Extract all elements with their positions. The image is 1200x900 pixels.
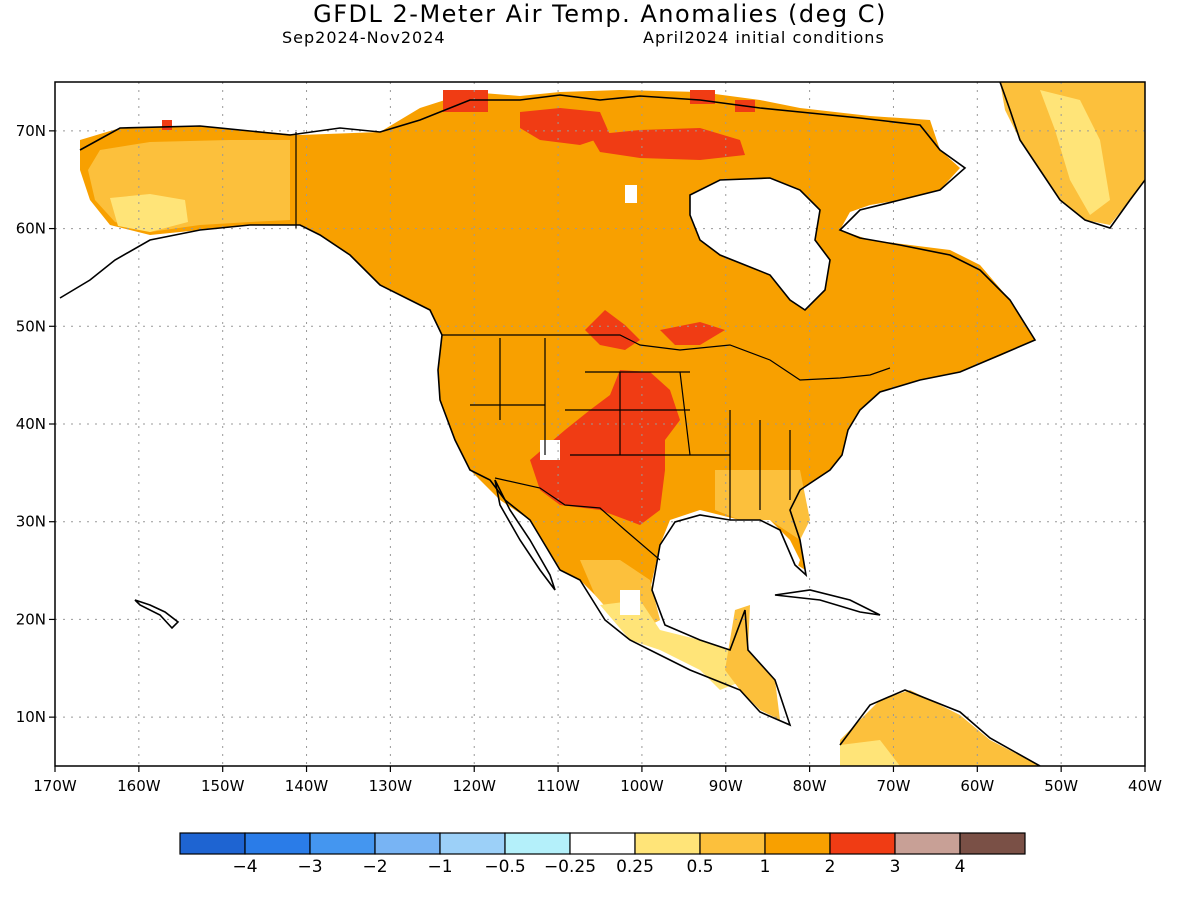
colorbar-swatch	[764, 832, 831, 855]
colorbar-swatch	[439, 832, 506, 855]
lon-tick-label: 110W	[536, 777, 580, 795]
colorbar-label: −2	[362, 857, 387, 877]
lon-tick-label: 120W	[452, 777, 496, 795]
colorbar-label: 3	[890, 857, 901, 877]
anomaly-region-southeast	[715, 470, 810, 540]
colorbar-label: −4	[232, 857, 257, 877]
colorbar-label: 4	[955, 857, 966, 877]
coastline-hawaii	[134, 599, 180, 630]
latitude-axis: 10N 20N 30N 40N 50N 60N 70N	[16, 122, 55, 726]
border-us-mexico	[494, 477, 661, 561]
hudson-bay	[690, 178, 830, 310]
colorbar-label: 0.5	[686, 857, 713, 877]
gulf-of-mexico	[650, 520, 800, 625]
lat-tick-label: 10N	[16, 708, 46, 726]
colorbar-swatch	[569, 832, 636, 855]
colorbar-label: 1	[760, 857, 771, 877]
anomaly-region-red-great-lakes	[660, 322, 725, 345]
colorbar: −4 −3 −2 −1 −0.5 −0.25 0.25 0.5 1 2 3 4	[179, 832, 1026, 877]
forecast-period: Sep2024-Nov2024	[282, 28, 446, 47]
coastline-cuba	[774, 589, 881, 616]
colorbar-swatch	[699, 832, 766, 855]
anomaly-region-greenland-light	[1040, 90, 1110, 215]
lon-tick-label: 170W	[33, 777, 77, 795]
anomaly-region-central-america	[725, 605, 780, 720]
colorbar-swatch	[179, 832, 246, 855]
state-lines	[470, 338, 791, 520]
lat-tick-label: 20N	[16, 610, 46, 628]
colorbar-swatch	[894, 832, 961, 855]
colorbar-label: −1	[427, 857, 452, 877]
initial-conditions: April2024 initial conditions	[643, 28, 885, 47]
anomaly-region-south-america-light	[840, 740, 900, 766]
colorbar-label: 2	[825, 857, 836, 877]
colorbar-label: −0.5	[484, 857, 525, 877]
coastline-north-america	[59, 94, 1037, 727]
neutral-patch-2	[620, 590, 640, 615]
lon-tick-label: 40W	[1128, 777, 1162, 795]
lon-tick-label: 130W	[369, 777, 413, 795]
coastline-greenland	[999, 82, 1145, 229]
anomaly-region-alaska-light	[110, 194, 188, 232]
grid-lines	[55, 82, 1145, 766]
anomaly-region-red-southwest	[530, 370, 680, 525]
lon-tick-label: 80W	[793, 777, 827, 795]
anomaly-region-red-arctic-2	[520, 108, 610, 145]
colorbar-label: −3	[297, 857, 322, 877]
lon-tick-label: 150W	[201, 777, 245, 795]
lon-tick-label: 90W	[709, 777, 743, 795]
colorbar-label: 0.25	[616, 857, 654, 877]
anomaly-region-south-america	[840, 690, 1040, 766]
colorbar-swatch	[504, 832, 571, 855]
neutral-patch-1	[625, 185, 637, 203]
anomaly-region-red-plains	[585, 310, 640, 350]
colorbar-swatch	[959, 832, 1026, 855]
colorbar-label: −0.25	[544, 857, 596, 877]
lat-tick-label: 60N	[16, 220, 46, 238]
lon-tick-label: 140W	[285, 777, 329, 795]
lat-tick-label: 30N	[16, 513, 46, 531]
coastline-south-america	[839, 689, 1041, 766]
border-us-canada	[442, 334, 891, 381]
political-borders	[295, 132, 891, 561]
coastlines	[59, 82, 1145, 766]
lon-tick-label: 70W	[877, 777, 911, 795]
lat-tick-label: 40N	[16, 415, 46, 433]
colorbar-swatch	[634, 832, 701, 855]
page-title: GFDL 2-Meter Air Temp. Anomalies (deg C)	[313, 0, 887, 28]
neutral-patch-3	[540, 440, 560, 460]
anomaly-region-red-arctic-3	[590, 128, 745, 160]
longitude-axis: 170W 160W 150W 140W 130W 120W 110W 100W 90W 80W 70…	[33, 766, 1162, 795]
colorbar-swatch	[374, 832, 441, 855]
colorbar-swatch	[829, 832, 896, 855]
lat-tick-label: 50N	[16, 317, 46, 335]
lat-tick-label: 70N	[16, 122, 46, 140]
coastline-baja	[494, 479, 556, 591]
anomaly-region-mexico-light	[600, 600, 745, 690]
anomaly-region-red-alaska	[162, 120, 172, 130]
lon-tick-label: 50W	[1044, 777, 1078, 795]
lon-tick-label: 160W	[117, 777, 161, 795]
coastline-hudson-bay	[689, 177, 831, 312]
colorbar-swatch	[309, 832, 376, 855]
colorbar-swatch	[244, 832, 311, 855]
lon-tick-label: 60W	[960, 777, 994, 795]
lon-tick-label: 100W	[620, 777, 664, 795]
